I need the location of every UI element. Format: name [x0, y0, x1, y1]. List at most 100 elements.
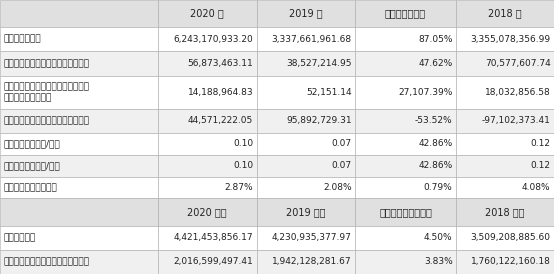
Bar — [158, 226, 257, 250]
Bar — [355, 27, 456, 52]
Text: 95,892,729.31: 95,892,729.31 — [286, 116, 352, 125]
Text: 70,577,607.74: 70,577,607.74 — [485, 59, 551, 68]
Text: 2018 年: 2018 年 — [488, 8, 522, 19]
Bar — [456, 52, 554, 76]
Bar — [257, 177, 355, 198]
Bar — [0, 133, 158, 155]
Bar — [158, 155, 257, 177]
Bar — [456, 109, 554, 133]
Text: 0.10: 0.10 — [233, 139, 253, 149]
Bar — [257, 27, 355, 52]
Text: 0.10: 0.10 — [233, 161, 253, 170]
Bar — [0, 198, 158, 226]
Bar — [456, 177, 554, 198]
Text: 归属于上市公司股东的净利润（元）: 归属于上市公司股东的净利润（元） — [3, 59, 89, 68]
Bar — [355, 155, 456, 177]
Bar — [257, 198, 355, 226]
Bar — [257, 76, 355, 109]
Text: 4,421,453,856.17: 4,421,453,856.17 — [173, 233, 253, 242]
Text: 44,571,222.05: 44,571,222.05 — [188, 116, 253, 125]
Text: 1,942,128,281.67: 1,942,128,281.67 — [272, 257, 352, 266]
Bar — [355, 52, 456, 76]
Text: 42.86%: 42.86% — [418, 139, 453, 149]
Text: 3,355,078,356.99: 3,355,078,356.99 — [470, 35, 551, 44]
Text: 2019 年: 2019 年 — [289, 8, 322, 19]
Bar — [355, 109, 456, 133]
Text: 0.07: 0.07 — [332, 161, 352, 170]
Bar — [158, 76, 257, 109]
Text: 稀释每股收益（元/股）: 稀释每股收益（元/股） — [3, 161, 60, 170]
Text: 6,243,170,933.20: 6,243,170,933.20 — [173, 35, 253, 44]
Text: 2.87%: 2.87% — [224, 183, 253, 192]
Text: 47.62%: 47.62% — [418, 59, 453, 68]
Bar — [456, 226, 554, 250]
Bar — [158, 109, 257, 133]
Text: 3,509,208,885.60: 3,509,208,885.60 — [471, 233, 551, 242]
Bar — [0, 226, 158, 250]
Text: 本年比上年增减: 本年比上年增减 — [385, 8, 426, 19]
Bar — [0, 109, 158, 133]
Bar — [158, 52, 257, 76]
Bar — [456, 0, 554, 27]
Text: 本年末比上年末增减: 本年末比上年末增减 — [379, 207, 432, 217]
Text: 52,151.14: 52,151.14 — [306, 88, 352, 97]
Text: -53.52%: -53.52% — [415, 116, 453, 125]
Bar — [0, 155, 158, 177]
Text: 3.83%: 3.83% — [424, 257, 453, 266]
Text: 42.86%: 42.86% — [418, 161, 453, 170]
Bar — [355, 226, 456, 250]
Text: 14,188,964.83: 14,188,964.83 — [188, 88, 253, 97]
Text: 4.08%: 4.08% — [522, 183, 551, 192]
Text: 0.12: 0.12 — [531, 161, 551, 170]
Text: 3,337,661,961.68: 3,337,661,961.68 — [271, 35, 352, 44]
Text: 加权平均净资产收益率: 加权平均净资产收益率 — [3, 183, 57, 192]
Bar — [0, 250, 158, 274]
Bar — [456, 198, 554, 226]
Text: 2019 年末: 2019 年末 — [286, 207, 326, 217]
Text: 0.79%: 0.79% — [424, 183, 453, 192]
Bar — [257, 155, 355, 177]
Text: 56,873,463.11: 56,873,463.11 — [187, 59, 253, 68]
Bar — [456, 76, 554, 109]
Bar — [355, 133, 456, 155]
Bar — [257, 226, 355, 250]
Bar — [257, 109, 355, 133]
Text: 0.12: 0.12 — [531, 139, 551, 149]
Text: 营业收入（元）: 营业收入（元） — [3, 35, 41, 44]
Bar — [456, 27, 554, 52]
Bar — [0, 27, 158, 52]
Text: 27,107.39%: 27,107.39% — [398, 88, 453, 97]
Bar — [456, 133, 554, 155]
Text: 归属于上市公司股东的净资产（元）: 归属于上市公司股东的净资产（元） — [3, 257, 89, 266]
Text: 2.08%: 2.08% — [323, 183, 352, 192]
Bar — [0, 0, 158, 27]
Bar — [257, 250, 355, 274]
Text: 2,016,599,497.41: 2,016,599,497.41 — [173, 257, 253, 266]
Bar — [257, 52, 355, 76]
Text: 总资产（元）: 总资产（元） — [3, 233, 35, 242]
Bar — [158, 177, 257, 198]
Text: 2018 年末: 2018 年末 — [485, 207, 525, 217]
Text: 2020 年末: 2020 年末 — [187, 207, 227, 217]
Bar — [158, 198, 257, 226]
Bar — [456, 250, 554, 274]
Text: 4,230,935,377.97: 4,230,935,377.97 — [272, 233, 352, 242]
Bar — [355, 198, 456, 226]
Text: -97,102,373.41: -97,102,373.41 — [482, 116, 551, 125]
Bar — [0, 76, 158, 109]
Bar — [355, 250, 456, 274]
Bar — [355, 76, 456, 109]
Text: 4.50%: 4.50% — [424, 233, 453, 242]
Bar — [0, 52, 158, 76]
Bar — [355, 0, 456, 27]
Bar — [355, 177, 456, 198]
Text: 0.07: 0.07 — [332, 139, 352, 149]
Text: 18,032,856.58: 18,032,856.58 — [485, 88, 551, 97]
Bar — [158, 27, 257, 52]
Text: 87.05%: 87.05% — [418, 35, 453, 44]
Text: 基本每股收益（元/股）: 基本每股收益（元/股） — [3, 139, 60, 149]
Bar — [456, 155, 554, 177]
Text: 1,760,122,160.18: 1,760,122,160.18 — [471, 257, 551, 266]
Text: 38,527,214.95: 38,527,214.95 — [286, 59, 352, 68]
Text: 归属于上市公司股东的扣除非经常性
损益的净利润（元）: 归属于上市公司股东的扣除非经常性 损益的净利润（元） — [3, 82, 89, 102]
